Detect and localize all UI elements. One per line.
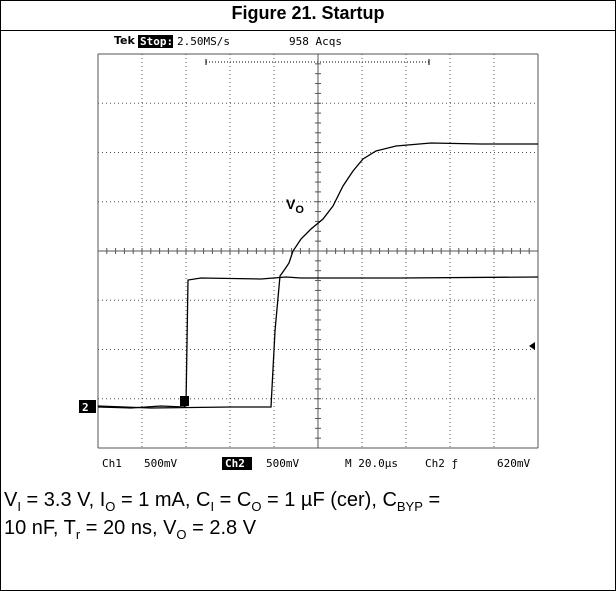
- caption-text: = 2.8 V: [186, 517, 257, 539]
- stop-box: [138, 35, 173, 48]
- ch1-trace: [97, 276, 539, 409]
- trigger: Ch2 ƒ: [425, 457, 458, 470]
- ch1-label: Ch1: [102, 457, 122, 470]
- graticule: [97, 53, 539, 449]
- caption-text: O: [251, 499, 262, 514]
- trace-label: VO: [286, 196, 304, 216]
- title-rule: [1, 30, 615, 31]
- caption-text: BYP: [396, 499, 423, 514]
- ch1-marker: [180, 396, 189, 406]
- caption-text: = 1 µF (cer), C: [261, 489, 397, 511]
- caption-line: VI = 3.3 V, IO = 1 mA, CI = CO = 1 µF (c…: [4, 489, 441, 514]
- caption-text: = 3.3 V, I: [20, 489, 106, 511]
- caption-text: I: [17, 499, 21, 514]
- timebase: M 20.0µs: [345, 457, 398, 470]
- ch1-scale: 500mV: [144, 457, 177, 470]
- caption-text: O: [176, 527, 187, 542]
- ch2-ground-marker: [79, 400, 96, 413]
- caption-text: I: [210, 499, 215, 514]
- sample-rate: 2.50MS/s: [177, 35, 230, 48]
- ch2-scale: 500mV: [266, 457, 299, 470]
- status-mode: Stop:: [140, 35, 173, 48]
- caption-line: 10 nF, Tr = 20 ns, VO = 2.8 V: [4, 517, 257, 542]
- caption-text: = 20 ns, V: [80, 517, 177, 539]
- caption-text: r: [75, 527, 81, 542]
- trigger-level: 620mV: [497, 457, 530, 470]
- acquisitions: 958 Acqs: [289, 35, 342, 48]
- ch2-label: Ch2: [225, 457, 245, 470]
- caption-text: =: [422, 489, 441, 511]
- ground-marker-label: 2: [82, 401, 89, 414]
- status-left: Tek: [114, 34, 136, 47]
- trace-label-main: V: [286, 196, 296, 212]
- caption-text: 10 nF, T: [4, 517, 76, 539]
- caption-text: = C: [214, 489, 252, 511]
- ch2-trace: [97, 142, 538, 409]
- caption-text: = 1 mA, C: [115, 489, 211, 511]
- figure-title: Figure 21. Startup: [231, 3, 385, 23]
- caption-text: O: [105, 499, 116, 514]
- trigger-marker: [529, 342, 535, 350]
- trace-label-sub: O: [295, 204, 304, 216]
- scope-screen: Tek Stop: 2.50MS/s 958 Acqs 2 VO Ch1 500…: [79, 34, 539, 470]
- caption-text: V: [4, 489, 18, 511]
- ch2-box: [222, 457, 252, 470]
